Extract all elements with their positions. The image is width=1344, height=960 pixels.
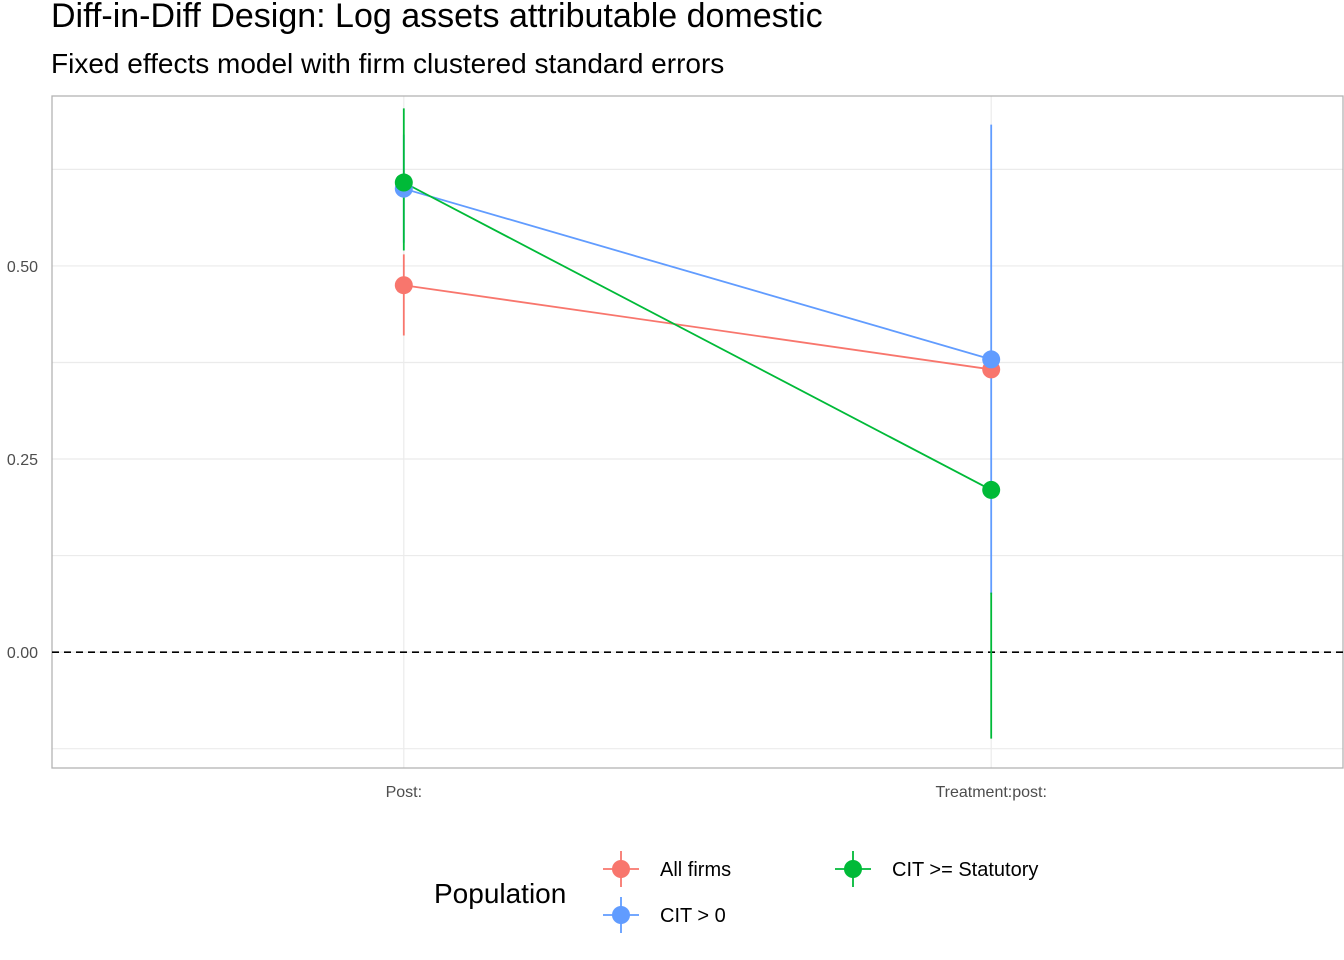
- legend-item: All firms: [603, 851, 731, 887]
- data-point: [982, 350, 1001, 369]
- x-tick-label: Treatment:post:: [935, 784, 1046, 801]
- grid-lines: [52, 96, 1343, 768]
- legend-item: CIT > 0: [603, 897, 726, 933]
- data-point: [394, 276, 413, 295]
- chart-title: Diff-in-Diff Design: Log assets attribut…: [51, 0, 823, 35]
- legend-label: CIT >= Statutory: [892, 859, 1038, 881]
- legend-item: CIT >= Statutory: [835, 851, 1038, 887]
- series-line: [403, 187, 992, 361]
- y-tick-label: 0.50: [7, 259, 38, 276]
- legend: Population All firms CIT > 0 CIT >= Statuto…: [434, 851, 1038, 933]
- series-0: [402, 254, 993, 378]
- plot-panel-border: [51, 95, 1344, 769]
- data-series: [394, 108, 1001, 739]
- y-tick-label: 0.25: [7, 452, 38, 469]
- legend-key-point: [844, 860, 862, 878]
- x-tick-label: Post:: [386, 784, 422, 801]
- legend-key-point: [612, 906, 630, 924]
- series-line: [403, 284, 992, 371]
- data-point: [982, 480, 1001, 499]
- chart-subtitle: Fixed effects model with firm clustered …: [51, 48, 725, 79]
- series-2: [402, 108, 993, 739]
- y-tick-label: 0.00: [7, 645, 38, 662]
- legend-key-point: [612, 860, 630, 878]
- legend-label: All firms: [660, 859, 731, 881]
- legend-label: CIT > 0: [660, 905, 726, 927]
- legend-title: Population: [434, 878, 566, 909]
- axis-labels: 0.00 0.25 0.50 Post: Treatment:post:: [7, 259, 1047, 801]
- data-point: [394, 173, 413, 192]
- series-1: [402, 124, 993, 595]
- series-line: [403, 181, 992, 491]
